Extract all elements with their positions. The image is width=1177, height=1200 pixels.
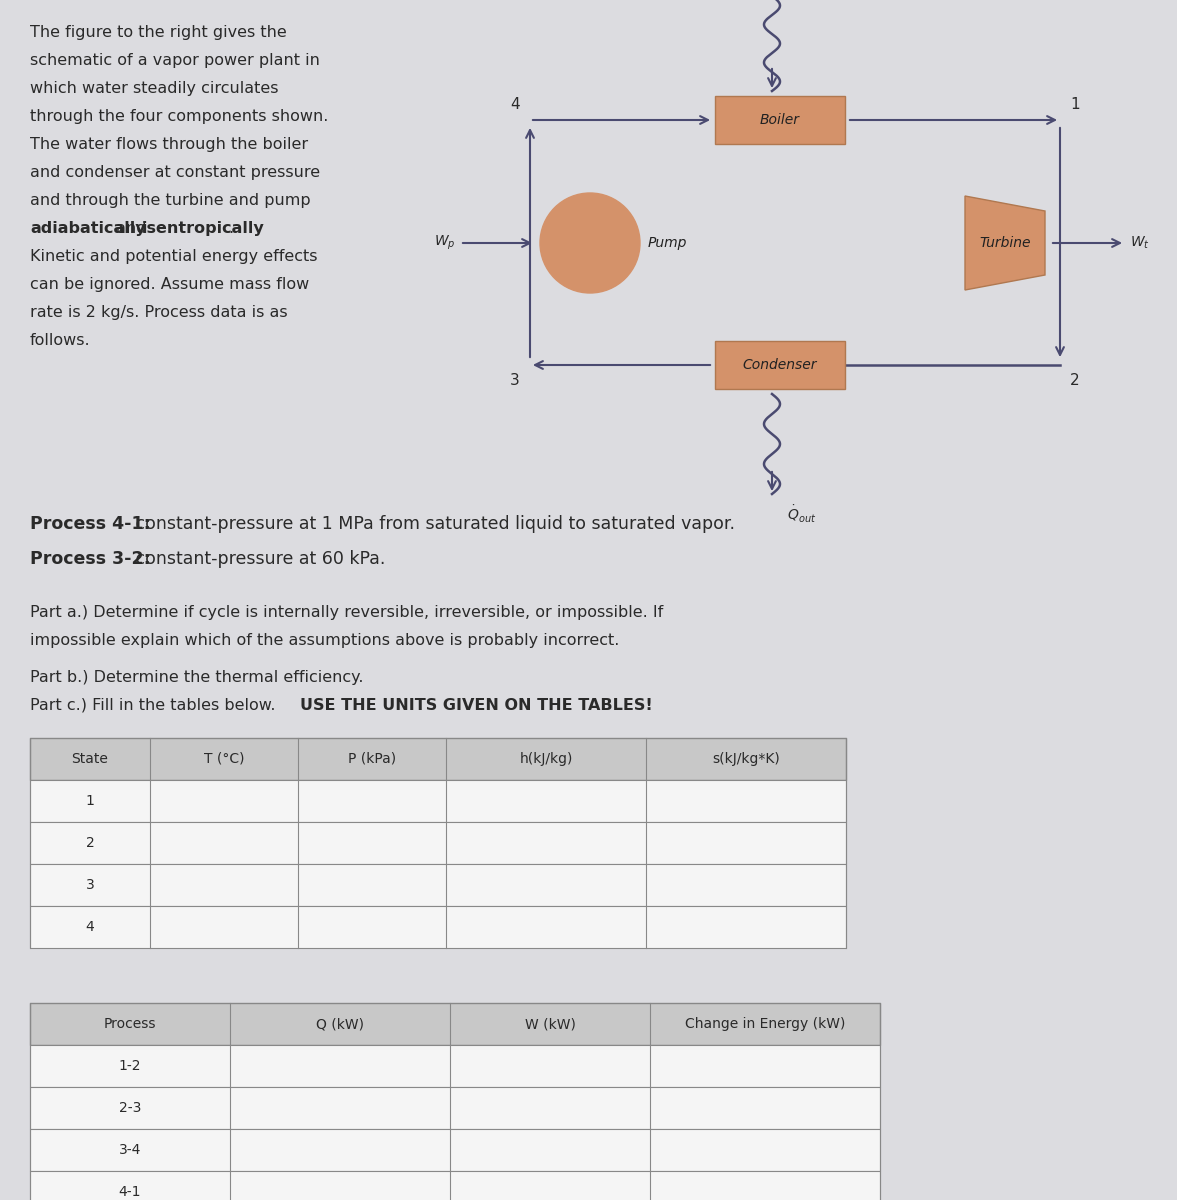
Text: Process 3-2:: Process 3-2: [29, 550, 151, 568]
Text: Process 4-1:: Process 4-1: [29, 515, 151, 533]
Text: rate is 2 kg/s. Process data is as: rate is 2 kg/s. Process data is as [29, 305, 287, 320]
Text: The figure to the right gives the: The figure to the right gives the [29, 25, 287, 40]
Text: Pump: Pump [649, 236, 687, 250]
Text: Condenser: Condenser [743, 358, 817, 372]
Text: Boiler: Boiler [760, 113, 800, 127]
Polygon shape [965, 196, 1045, 290]
Text: 4: 4 [511, 97, 520, 112]
Text: 2: 2 [1070, 373, 1079, 388]
Text: and condenser at constant pressure: and condenser at constant pressure [29, 164, 320, 180]
Text: USE THE UNITS GIVEN ON THE TABLES!: USE THE UNITS GIVEN ON THE TABLES! [300, 698, 653, 713]
Text: Process: Process [104, 1018, 157, 1031]
Text: W (kW): W (kW) [525, 1018, 576, 1031]
Text: Part c.) Fill in the tables below.: Part c.) Fill in the tables below. [29, 698, 280, 713]
Text: Part a.) Determine if cycle is internally reversible, irreversible, or impossibl: Part a.) Determine if cycle is internall… [29, 605, 664, 620]
Bar [29, 1045, 880, 1087]
Text: Turbine: Turbine [979, 236, 1031, 250]
Text: Change in Energy (kW): Change in Energy (kW) [685, 1018, 845, 1031]
Text: $W_p$: $W_p$ [433, 234, 455, 252]
Text: adiabatically: adiabatically [29, 221, 146, 236]
Text: schematic of a vapor power plant in: schematic of a vapor power plant in [29, 53, 320, 68]
Bar [29, 1171, 880, 1200]
Text: 1: 1 [1070, 97, 1079, 112]
Text: 2-3: 2-3 [119, 1102, 141, 1115]
Bar [714, 96, 845, 144]
Text: 2: 2 [86, 836, 94, 850]
Text: through the four components shown.: through the four components shown. [29, 109, 328, 124]
Text: h(kJ/kg): h(kJ/kg) [519, 752, 573, 766]
Text: which water steadily circulates: which water steadily circulates [29, 80, 279, 96]
Text: 3: 3 [511, 373, 520, 388]
Text: can be ignored. Assume mass flow: can be ignored. Assume mass flow [29, 277, 310, 292]
Circle shape [540, 193, 640, 293]
Text: 3-4: 3-4 [119, 1142, 141, 1157]
Bar [29, 1003, 880, 1045]
Text: constant-pressure at 60 kPa.: constant-pressure at 60 kPa. [129, 550, 385, 568]
Text: Part b.) Determine the thermal efficiency.: Part b.) Determine the thermal efficienc… [29, 670, 364, 685]
Text: s(kJ/kg*K): s(kJ/kg*K) [712, 752, 780, 766]
Text: 4-1: 4-1 [119, 1186, 141, 1199]
Text: T (°C): T (°C) [204, 752, 245, 766]
Text: 4: 4 [86, 920, 94, 934]
Text: State: State [72, 752, 108, 766]
Text: P (kPa): P (kPa) [348, 752, 397, 766]
Text: Q (kW): Q (kW) [315, 1018, 364, 1031]
Bar [29, 822, 846, 864]
Text: $\dot{Q}_{in}$: $\dot{Q}_{in}$ [787, 0, 809, 2]
Text: The water flows through the boiler: The water flows through the boiler [29, 137, 308, 152]
Text: .: . [228, 221, 233, 236]
Text: 1: 1 [86, 794, 94, 808]
Text: and through the turbine and pump: and through the turbine and pump [29, 193, 311, 208]
Text: impossible explain which of the assumptions above is probably incorrect.: impossible explain which of the assumpti… [29, 634, 619, 648]
Bar [29, 738, 846, 780]
Text: and: and [111, 221, 151, 236]
Bar [714, 341, 845, 389]
Bar [29, 864, 846, 906]
Text: 1-2: 1-2 [119, 1058, 141, 1073]
Text: constant-pressure at 1 MPa from saturated liquid to saturated vapor.: constant-pressure at 1 MPa from saturate… [129, 515, 734, 533]
Bar [29, 906, 846, 948]
Text: isentropically: isentropically [141, 221, 265, 236]
Text: 3: 3 [86, 878, 94, 892]
Text: $\dot{Q}_{out}$: $\dot{Q}_{out}$ [787, 504, 817, 526]
Bar [29, 1129, 880, 1171]
Text: Kinetic and potential energy effects: Kinetic and potential energy effects [29, 248, 318, 264]
Text: follows.: follows. [29, 332, 91, 348]
Bar [29, 1087, 880, 1129]
Text: $W_t$: $W_t$ [1130, 235, 1150, 251]
Bar [29, 780, 846, 822]
